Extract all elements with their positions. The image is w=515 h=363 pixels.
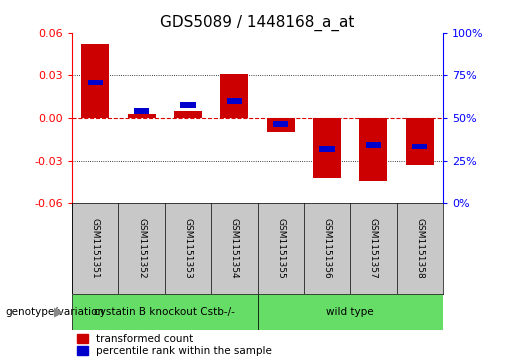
Bar (359, 118, 387, 180)
Text: ▶: ▶ (55, 306, 64, 319)
Text: GSM1151356: GSM1151356 (322, 218, 332, 279)
Bar (174, 111, 202, 118)
Text: GSM1151351: GSM1151351 (91, 218, 100, 279)
Bar (313, 118, 341, 178)
Bar (258, 294, 443, 330)
Bar (406, 118, 434, 165)
Text: GSM1151352: GSM1151352 (137, 218, 146, 279)
Bar (267, 118, 295, 132)
Title: GDS5089 / 1448168_a_at: GDS5089 / 1448168_a_at (160, 15, 355, 31)
Bar (319, 146, 335, 152)
Bar (128, 114, 156, 118)
Text: genotype/variation: genotype/variation (5, 307, 104, 317)
Text: cystatin B knockout Cstb-/-: cystatin B knockout Cstb-/- (94, 307, 235, 317)
Bar (220, 74, 248, 118)
Bar (88, 79, 103, 85)
Bar (273, 121, 288, 127)
Text: GSM1151358: GSM1151358 (415, 218, 424, 279)
Bar (180, 102, 196, 108)
Text: GSM1151357: GSM1151357 (369, 218, 378, 279)
Legend: transformed count, percentile rank within the sample: transformed count, percentile rank withi… (77, 334, 272, 356)
Bar (134, 108, 149, 114)
Bar (366, 142, 381, 148)
Bar (72, 294, 258, 330)
Text: GSM1151354: GSM1151354 (230, 218, 239, 279)
Text: GSM1151353: GSM1151353 (183, 218, 193, 279)
Text: GSM1151355: GSM1151355 (276, 218, 285, 279)
Text: wild type: wild type (327, 307, 374, 317)
Bar (227, 98, 242, 104)
Bar (81, 44, 109, 118)
Bar (412, 144, 427, 149)
